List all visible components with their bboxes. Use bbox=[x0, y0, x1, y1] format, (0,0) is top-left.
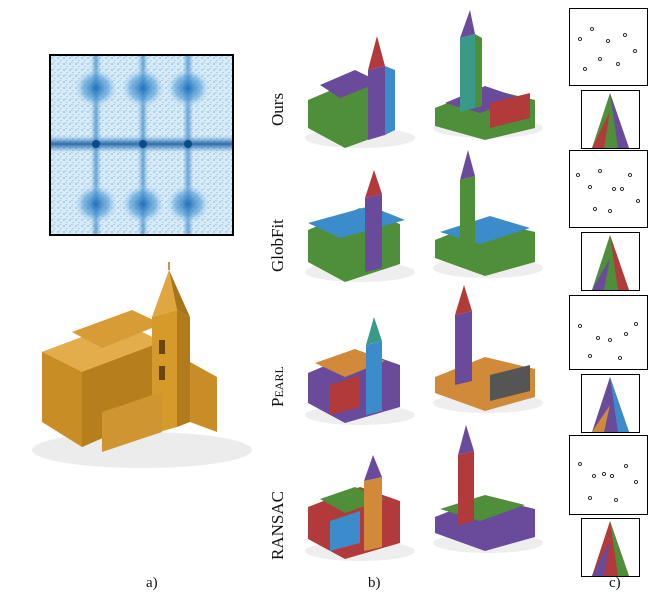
normal-scatter-plot bbox=[569, 435, 648, 515]
panel-label-a: a) bbox=[146, 575, 158, 591]
segmented-church-render bbox=[430, 285, 545, 420]
segmented-church-render bbox=[300, 30, 420, 155]
row-label-ours: Ours bbox=[268, 92, 287, 126]
church-model-svg bbox=[32, 262, 252, 468]
normal-scatter-plot bbox=[569, 8, 648, 86]
segmented-church-render bbox=[430, 150, 545, 285]
segmented-church-render bbox=[300, 168, 420, 288]
tower-closeup bbox=[581, 374, 640, 433]
segmented-church-render bbox=[430, 8, 545, 148]
church-model-render bbox=[12, 262, 252, 482]
tower-closeup bbox=[581, 518, 640, 577]
segmented-church-render bbox=[430, 425, 545, 560]
segmented-church-render bbox=[300, 455, 420, 565]
normal-scatter-plot bbox=[569, 295, 648, 370]
density-plot-svg bbox=[51, 56, 232, 234]
density-plot bbox=[49, 54, 234, 236]
tower-closeup bbox=[581, 90, 640, 149]
segmented-church-render bbox=[300, 315, 420, 430]
normal-scatter-plot bbox=[569, 150, 648, 228]
row-label-globfit: GlobFit bbox=[268, 219, 287, 272]
row-label-ransac: RANSAC bbox=[268, 491, 287, 560]
tower-closeup bbox=[581, 232, 640, 291]
panel-label-b: b) bbox=[368, 575, 381, 591]
row-label-pearl: Pearl bbox=[268, 366, 287, 407]
panel-label-c: c) bbox=[609, 575, 621, 591]
